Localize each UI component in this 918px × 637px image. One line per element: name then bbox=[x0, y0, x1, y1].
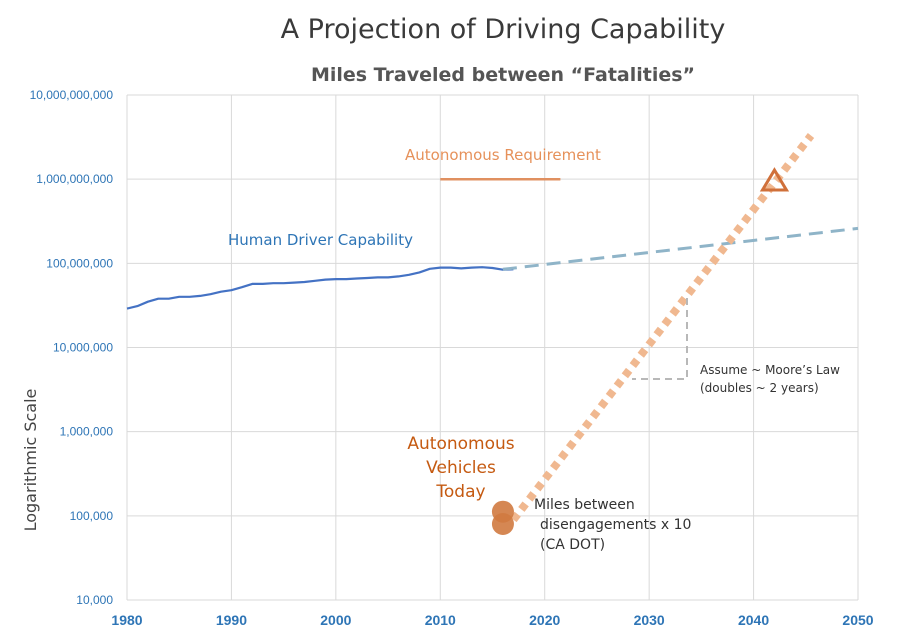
miles-label-3: (CA DOT) bbox=[540, 537, 605, 553]
av-today-label-2: Vehicles bbox=[426, 458, 496, 478]
series-line-3 bbox=[510, 133, 815, 523]
miles-label-2: disengagements x 10 bbox=[540, 517, 691, 533]
x-tick-label: 2020 bbox=[529, 612, 560, 628]
series-group bbox=[126, 133, 859, 523]
marker-triangle bbox=[759, 167, 790, 192]
grid bbox=[126, 94, 859, 601]
series-line-0 bbox=[126, 266, 514, 310]
human-capability-label: Human Driver Capability bbox=[228, 231, 413, 249]
y-tick-label: 100,000 bbox=[70, 509, 114, 523]
series-line-1 bbox=[502, 226, 859, 271]
page-title: A Projection of Driving Capability bbox=[280, 14, 726, 45]
moore-law-step bbox=[632, 298, 688, 380]
x-tick-label: 2050 bbox=[842, 612, 873, 628]
y-tick-label: 10,000 bbox=[76, 593, 113, 607]
x-tick-label: 2040 bbox=[738, 612, 769, 628]
x-tick-label: 2000 bbox=[320, 612, 351, 628]
x-tick-label: 1980 bbox=[111, 612, 142, 628]
moore-law-label-2: (doubles ~ 2 years) bbox=[700, 381, 819, 395]
y-tick-label: 1,000,000 bbox=[60, 425, 114, 439]
x-axis-ticks: 1980 1990 2000 2010 2020 2030 2040 2050 bbox=[111, 612, 873, 628]
markers bbox=[491, 167, 790, 535]
x-tick-label: 2030 bbox=[634, 612, 665, 628]
x-tick-label: 1990 bbox=[216, 612, 247, 628]
av-today-label-3: Today bbox=[435, 482, 485, 502]
x-tick-label: 2010 bbox=[425, 612, 456, 628]
y-tick-label: 10,000,000 bbox=[53, 341, 113, 355]
y-tick-label: 10,000,000,000 bbox=[30, 88, 114, 102]
chart-title: Miles Traveled between “Fatalities” bbox=[310, 64, 696, 86]
y-tick-label: 100,000,000 bbox=[46, 256, 113, 270]
marker-circle bbox=[491, 512, 514, 535]
autonomous-requirement-label: Autonomous Requirement bbox=[405, 146, 601, 164]
moore-law-label-1: Assume ~ Moore’s Law bbox=[700, 363, 840, 377]
y-tick-label: 1,000,000,000 bbox=[36, 172, 113, 186]
y-axis-ticks: 10,000 100,000 1,000,000 10,000,000 100,000,… bbox=[30, 88, 114, 607]
miles-label-1: Miles between bbox=[534, 497, 635, 513]
av-today-label-1: Autonomous bbox=[407, 434, 514, 454]
y-axis-label: Logarithmic Scale bbox=[21, 389, 40, 532]
